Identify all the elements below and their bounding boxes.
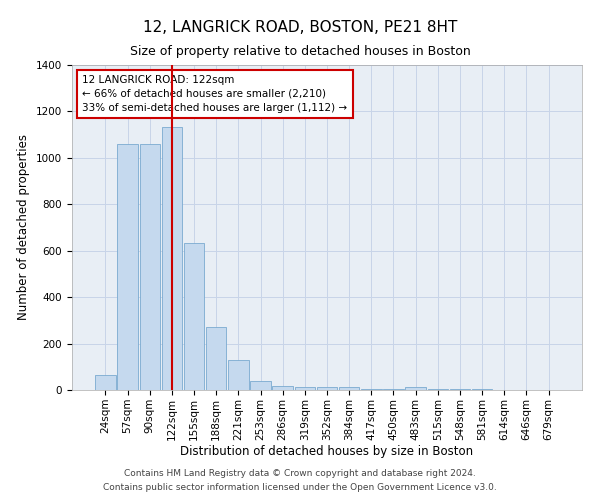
Text: Contains HM Land Registry data © Crown copyright and database right 2024.: Contains HM Land Registry data © Crown c… bbox=[124, 468, 476, 477]
Bar bbox=[317, 386, 337, 390]
Bar bbox=[339, 386, 359, 390]
Text: Contains public sector information licensed under the Open Government Licence v3: Contains public sector information licen… bbox=[103, 484, 497, 492]
Bar bbox=[184, 242, 204, 390]
Bar bbox=[95, 375, 116, 390]
Bar bbox=[250, 381, 271, 390]
Bar bbox=[272, 386, 293, 390]
Text: Size of property relative to detached houses in Boston: Size of property relative to detached ho… bbox=[130, 45, 470, 58]
X-axis label: Distribution of detached houses by size in Boston: Distribution of detached houses by size … bbox=[181, 446, 473, 458]
Bar bbox=[361, 389, 382, 390]
Bar bbox=[450, 389, 470, 390]
Bar bbox=[428, 389, 448, 390]
Y-axis label: Number of detached properties: Number of detached properties bbox=[17, 134, 31, 320]
Bar bbox=[140, 144, 160, 390]
Bar bbox=[295, 386, 315, 390]
Text: 12, LANGRICK ROAD, BOSTON, PE21 8HT: 12, LANGRICK ROAD, BOSTON, PE21 8HT bbox=[143, 20, 457, 35]
Bar bbox=[406, 386, 426, 390]
Text: 12 LANGRICK ROAD: 122sqm
← 66% of detached houses are smaller (2,210)
33% of sem: 12 LANGRICK ROAD: 122sqm ← 66% of detach… bbox=[82, 74, 347, 113]
Bar bbox=[161, 126, 182, 390]
Bar bbox=[118, 144, 138, 390]
Bar bbox=[228, 360, 248, 390]
Bar bbox=[383, 389, 404, 390]
Bar bbox=[206, 328, 226, 390]
Bar bbox=[472, 389, 493, 390]
